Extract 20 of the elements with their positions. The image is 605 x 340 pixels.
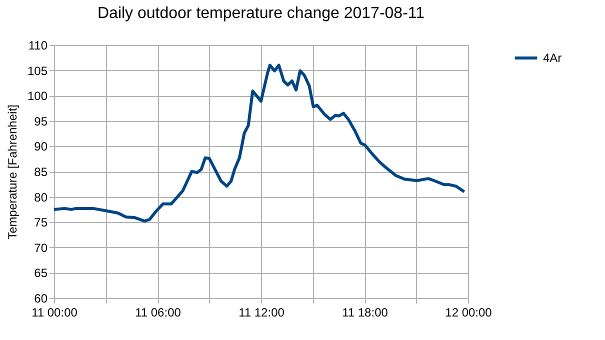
y-tick-label: 105 [27,64,48,78]
y-tick-label: 60 [34,292,48,306]
y-tick-label: 80 [34,190,48,204]
y-tick-label: 100 [27,89,48,104]
x-tick-label: 11 18:00 [342,306,388,320]
y-tick-label: 75 [34,216,48,230]
chart-title: Daily outdoor temperature change 2017-08-11 [97,5,425,22]
x-tick-label: 11 12:00 [238,306,285,320]
y-tick-label: 70 [34,240,48,255]
y-tick-label: 95 [34,114,48,128]
y-tick-label: 110 [28,38,48,52]
x-tick-label: 11 06:00 [135,306,182,320]
legend-label: 4Ar [543,51,562,65]
y-tick-label: 90 [34,140,48,154]
y-tick-label: 85 [34,165,48,179]
x-tick-label: 12 00:00 [445,306,492,320]
x-tick-label: 11 00:00 [32,306,78,320]
y-axis-title: Temperature [Fahrenheit] [5,104,20,240]
line-series [52,64,466,223]
y-tick-label: 65 [34,266,48,280]
